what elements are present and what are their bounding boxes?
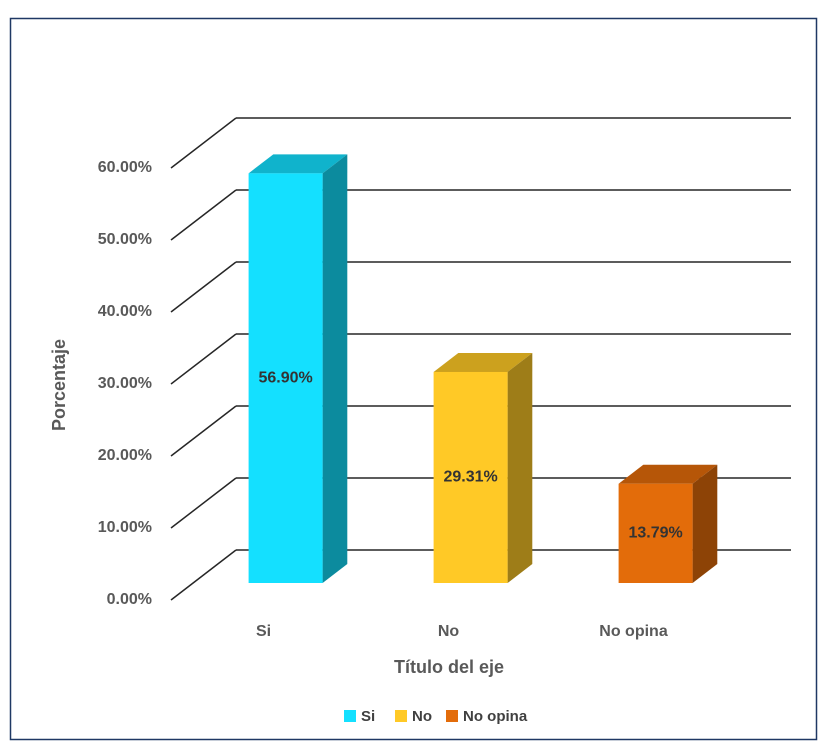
y-tick-label: 30.00% — [98, 375, 152, 392]
legend-swatch — [344, 710, 356, 722]
grid-line — [170, 405, 237, 457]
y-axis-title: Porcentaje — [49, 339, 69, 431]
bar — [248, 173, 323, 583]
y-tick-label: 10.00% — [98, 519, 152, 536]
data-label: 13.79% — [628, 525, 682, 542]
grid-line — [170, 549, 237, 601]
grid-line — [170, 477, 237, 529]
grid-line — [170, 261, 237, 313]
y-tick-label: 20.00% — [98, 447, 152, 464]
bar-side — [507, 352, 533, 583]
bar-top — [618, 464, 718, 484]
bar-top — [433, 352, 533, 372]
data-label: 56.90% — [258, 369, 312, 386]
y-tick-label: 40.00% — [98, 303, 152, 320]
bar-side — [322, 154, 348, 583]
bar — [433, 371, 508, 583]
x-axis-title: Título del eje — [394, 657, 504, 677]
x-tick-label: No opina — [599, 623, 668, 640]
data-label: 29.31% — [443, 469, 497, 486]
grid-line — [170, 117, 237, 169]
legend-label: Si — [361, 708, 375, 725]
legend-swatch — [395, 710, 407, 722]
x-tick-label: No — [438, 623, 460, 640]
legend-swatch — [446, 710, 458, 722]
y-tick-label: 0.00% — [107, 591, 152, 608]
legend-label: No — [412, 708, 432, 725]
grid-line — [170, 189, 237, 241]
y-tick-label: 60.00% — [98, 159, 152, 176]
x-tick-label: Si — [256, 623, 271, 640]
y-tick-label: 50.00% — [98, 231, 152, 248]
bar-top — [248, 154, 348, 174]
chart-frame — [9, 17, 818, 741]
grid-line — [170, 333, 237, 385]
bar — [618, 483, 693, 583]
legend-label: No opina — [463, 708, 528, 725]
bar-side — [692, 464, 718, 583]
